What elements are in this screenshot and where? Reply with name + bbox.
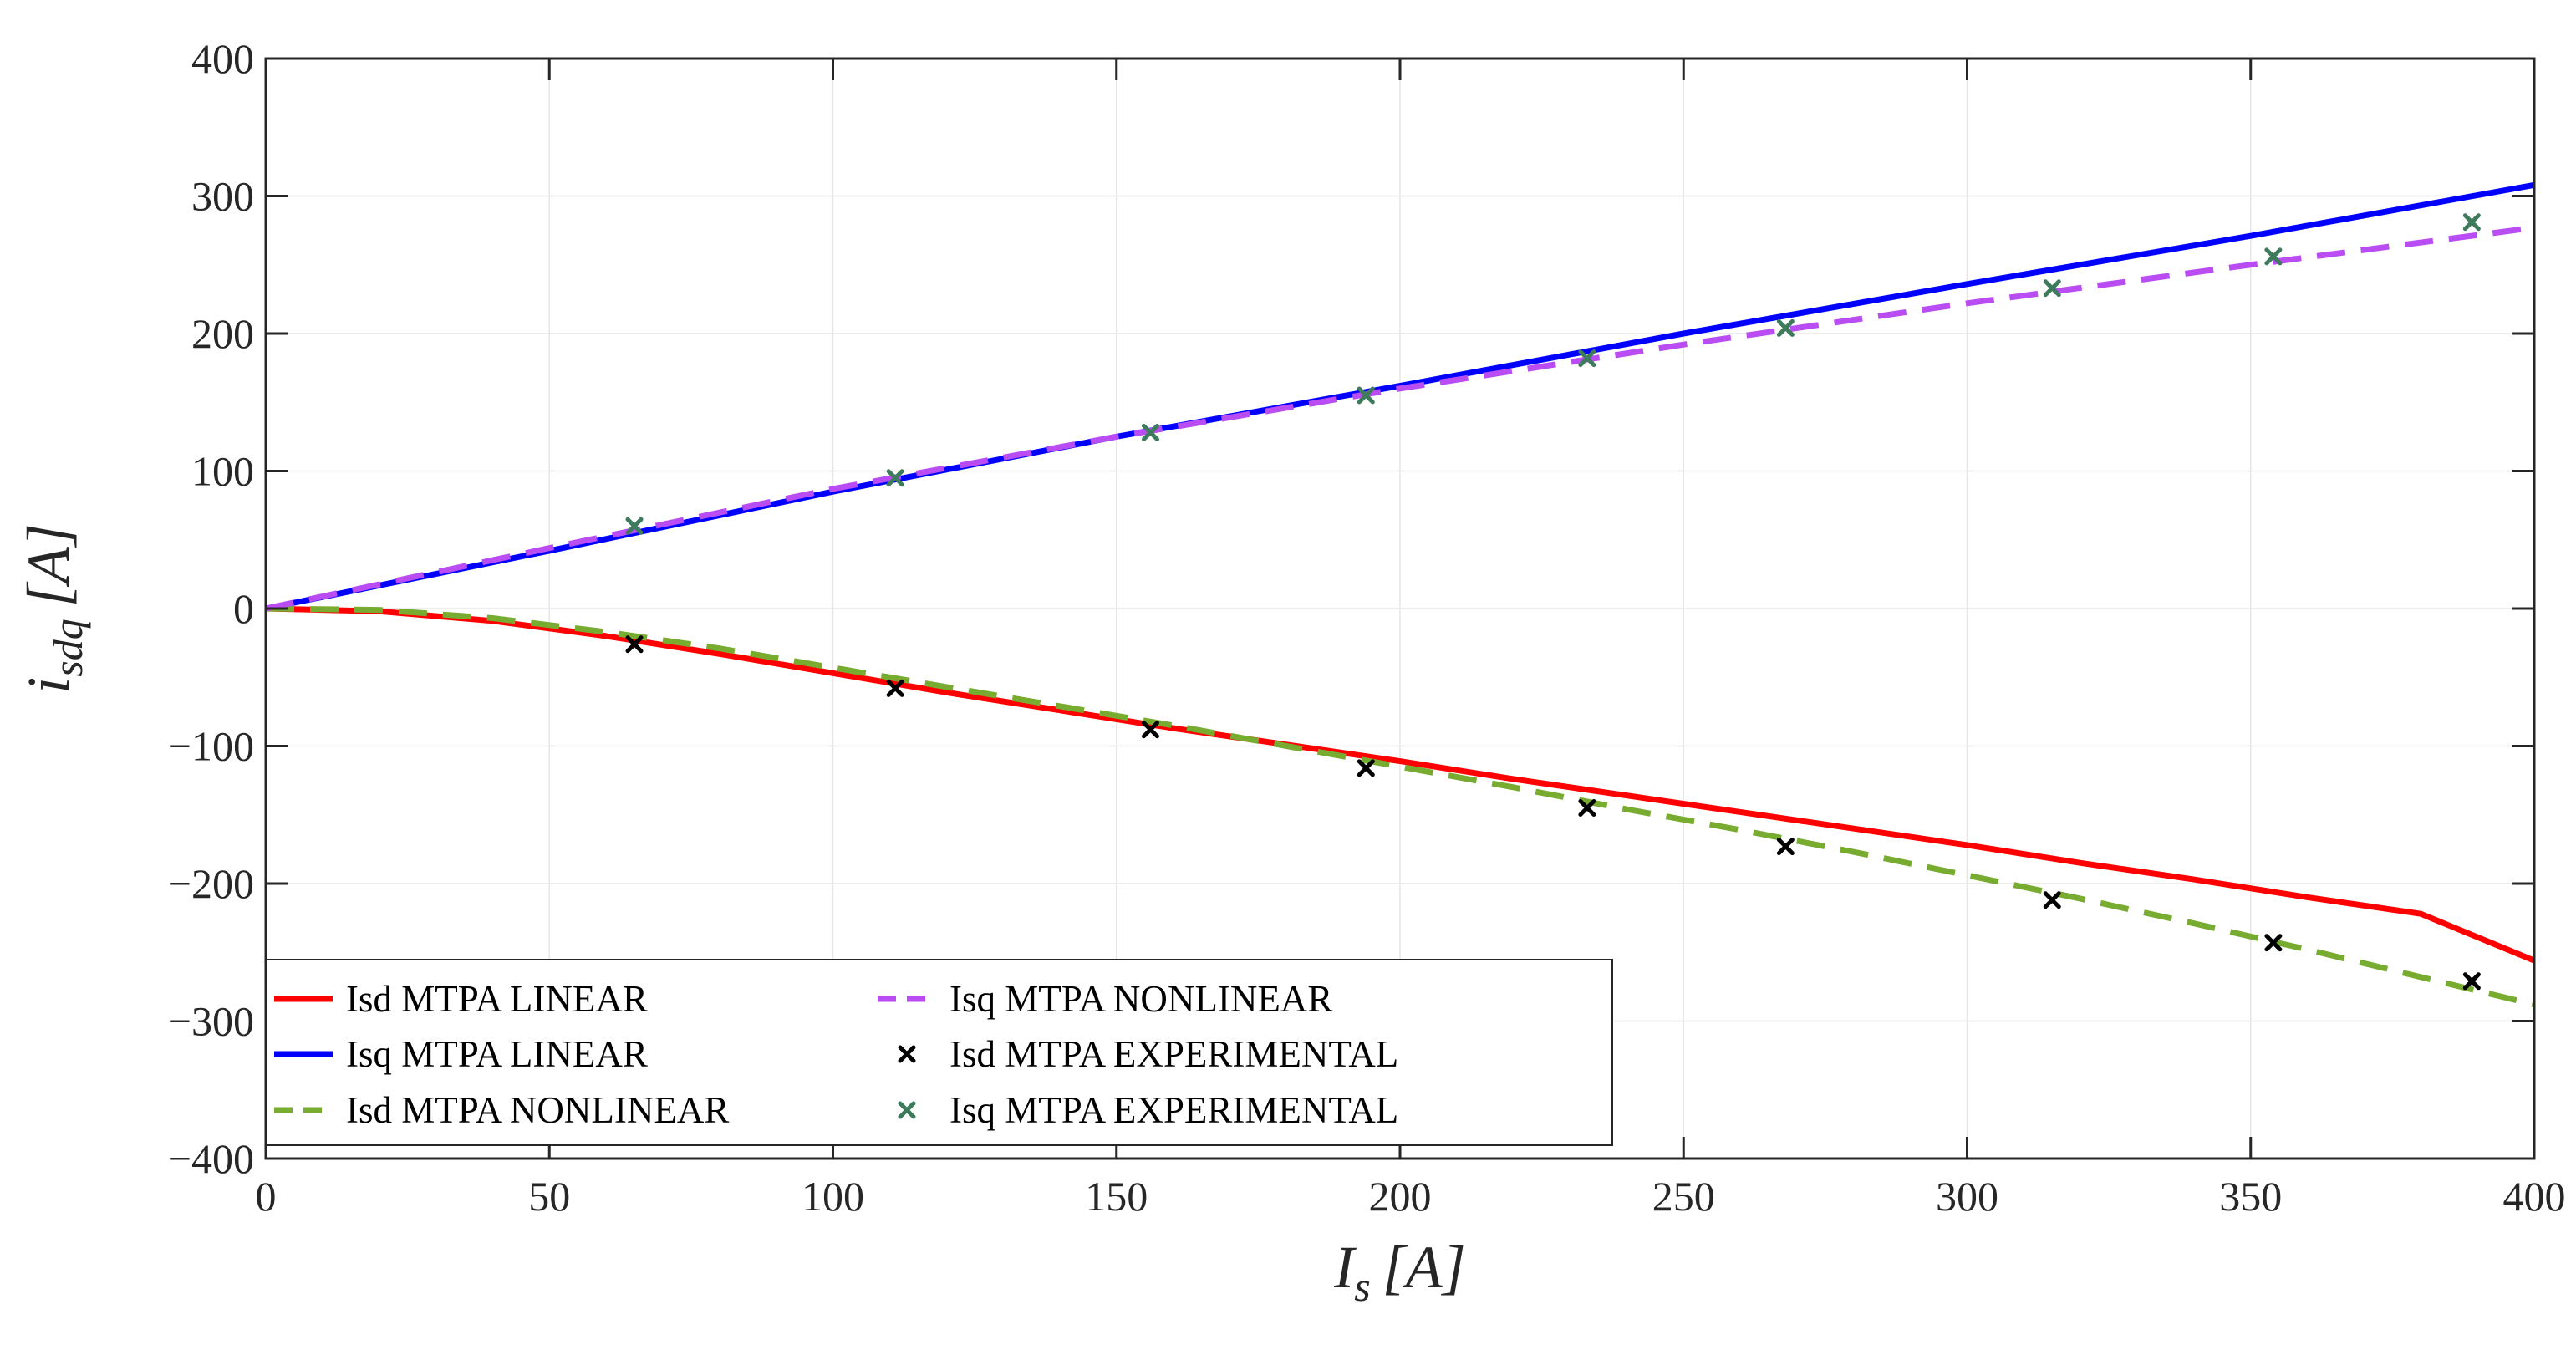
data-point-isd-mtpa-experimental	[1141, 721, 1159, 739]
data-point-isd-mtpa-experimental-stroke-b	[886, 679, 904, 697]
data-point-isq-mtpa-experimental	[886, 469, 904, 487]
x-tick-label: 150	[1085, 1173, 1148, 1220]
data-point-isd-mtpa-experimental	[886, 679, 904, 697]
x-tick-label: 250	[1652, 1173, 1715, 1220]
data-point-isq-mtpa-experimental-stroke-b	[1141, 423, 1159, 441]
legend-items: Isd MTPA LINEAR Isq MTPA LINEAR Isd MTPA N…	[274, 978, 1398, 1131]
series-layer	[265, 181, 2536, 1008]
data-point-isd-mtpa-experimental	[1578, 799, 1596, 818]
x-tick-label: 50	[528, 1173, 570, 1220]
legend-label-isq-mtpa-linear: Isq MTPA LINEAR	[346, 1033, 648, 1075]
data-point-isq-mtpa-experimental-stroke-b	[886, 469, 904, 487]
y-axis-label-main: i	[15, 677, 82, 694]
y-tick-label: 200	[191, 310, 254, 357]
data-point-isd-mtpa-experimental	[1776, 838, 1795, 856]
y-tick-label: −300	[168, 998, 254, 1045]
data-point-isq-mtpa-experimental-stroke-b	[2043, 279, 2061, 298]
data-point-isd-mtpa-experimental-stroke-b	[1578, 799, 1596, 818]
legend-swatch-isq-mtpa-experimental	[898, 1101, 916, 1119]
data-point-isd-mtpa-experimental	[625, 635, 644, 654]
data-point-isq-mtpa-experimental-stroke-b	[2264, 247, 2283, 266]
y-tick-label: −400	[168, 1135, 254, 1182]
legend-label-isd-mtpa-nonlinear: Isd MTPA NONLINEAR	[346, 1089, 729, 1131]
data-point-isq-mtpa-experimental	[1141, 423, 1159, 441]
data-point-isq-mtpa-experimental	[625, 517, 644, 535]
y-tick-label: 400	[191, 35, 254, 82]
data-point-isq-mtpa-experimental-stroke-b	[625, 517, 644, 535]
legend-label-isq-mtpa-nonlinear: Isq MTPA NONLINEAR	[949, 978, 1332, 1020]
data-point-isq-mtpa-experimental-stroke-b	[1578, 349, 1596, 368]
data-point-isq-mtpa-experimental-stroke-b	[2462, 213, 2481, 232]
x-tick-label: 200	[1369, 1173, 1432, 1220]
data-point-isd-mtpa-experimental-stroke-b	[2043, 891, 2061, 909]
data-point-isq-mtpa-experimental	[2264, 247, 2283, 266]
series-markers-isq-mtpa-experimental	[625, 213, 2481, 535]
x-axis-label-main: I	[1333, 1234, 1357, 1301]
y-axis-label: isdq [A]	[15, 523, 91, 694]
y-axis-label-sub: sdq	[44, 619, 91, 676]
y-axis-label-unit: [A]	[15, 523, 82, 607]
legend: Isd MTPA LINEAR Isq MTPA LINEAR Isd MTPA N…	[265, 959, 1613, 1146]
legend-swatch-isd-mtpa-experimental-stroke-b	[898, 1045, 916, 1063]
x-tick-label: 300	[1936, 1173, 1998, 1220]
y-tick-label: −100	[168, 723, 254, 770]
data-point-isq-mtpa-experimental	[2043, 279, 2061, 298]
series-line-isd-mtpa-nonlinear	[265, 605, 2535, 1008]
data-point-isd-mtpa-experimental-stroke-b	[1776, 838, 1795, 856]
y-tick-label: 100	[191, 448, 254, 495]
x-tick-label: 350	[2219, 1173, 2282, 1220]
series-line-isq-mtpa-nonlinear	[265, 224, 2535, 612]
series-markers-isd-mtpa-experimental	[625, 635, 2481, 991]
x-axis-label-unit: [A]	[1382, 1234, 1466, 1301]
legend-label-isq-mtpa-experimental: Isq MTPA EXPERIMENTAL	[949, 1089, 1398, 1131]
legend-label-isd-mtpa-linear: Isd MTPA LINEAR	[346, 978, 648, 1020]
x-axis-label-sub: s	[1354, 1263, 1370, 1310]
legend-swatch-isd-mtpa-experimental	[898, 1045, 916, 1063]
data-point-isq-mtpa-experimental	[2462, 213, 2481, 232]
x-tick-label: 400	[2503, 1173, 2566, 1220]
legend-label-isd-mtpa-experimental: Isd MTPA EXPERIMENTAL	[949, 1033, 1398, 1075]
data-point-isd-mtpa-experimental	[2462, 972, 2481, 991]
legend-swatch-isq-mtpa-experimental-stroke-b	[898, 1101, 916, 1119]
data-point-isq-mtpa-experimental	[1776, 318, 1795, 337]
data-point-isq-mtpa-experimental	[1578, 349, 1596, 368]
legend-box	[265, 959, 1613, 1146]
data-point-isq-mtpa-experimental-stroke-b	[1357, 386, 1375, 405]
data-point-isd-mtpa-experimental-stroke-b	[1357, 759, 1375, 777]
data-point-isd-mtpa-experimental	[1357, 759, 1375, 777]
ticks	[264, 57, 2536, 1160]
data-point-isd-mtpa-experimental-stroke-b	[2264, 934, 2283, 952]
data-point-isd-mtpa-experimental	[2043, 891, 2061, 909]
data-point-isd-mtpa-experimental-stroke-b	[2462, 972, 2481, 991]
x-tick-label: 100	[802, 1173, 864, 1220]
y-tick-label: −200	[168, 860, 254, 907]
y-tick-label: 0	[233, 585, 254, 632]
x-tick-label: 0	[256, 1173, 277, 1220]
y-tick-label: 300	[191, 173, 254, 220]
data-point-isd-mtpa-experimental-stroke-b	[1141, 721, 1159, 739]
data-point-isq-mtpa-experimental	[1357, 386, 1375, 405]
data-point-isd-mtpa-experimental	[2264, 934, 2283, 952]
tick-labels: 0 50 100 150 200 250 300 350 400 −400 −300 −200 −100…	[168, 35, 2566, 1220]
data-point-isq-mtpa-experimental-stroke-b	[1776, 318, 1795, 337]
series-line-isd-mtpa-linear	[265, 605, 2536, 964]
x-axis-label: Is [A]	[1333, 1234, 1465, 1310]
data-point-isd-mtpa-experimental-stroke-b	[625, 635, 644, 654]
